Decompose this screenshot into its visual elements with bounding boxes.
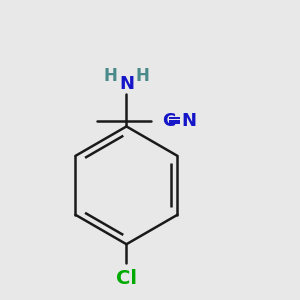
Text: C: C [162,112,175,130]
Text: H: H [103,67,117,85]
Text: Cl: Cl [116,269,137,288]
Text: H: H [136,67,150,85]
Text: N: N [119,75,134,93]
Text: N: N [182,112,197,130]
